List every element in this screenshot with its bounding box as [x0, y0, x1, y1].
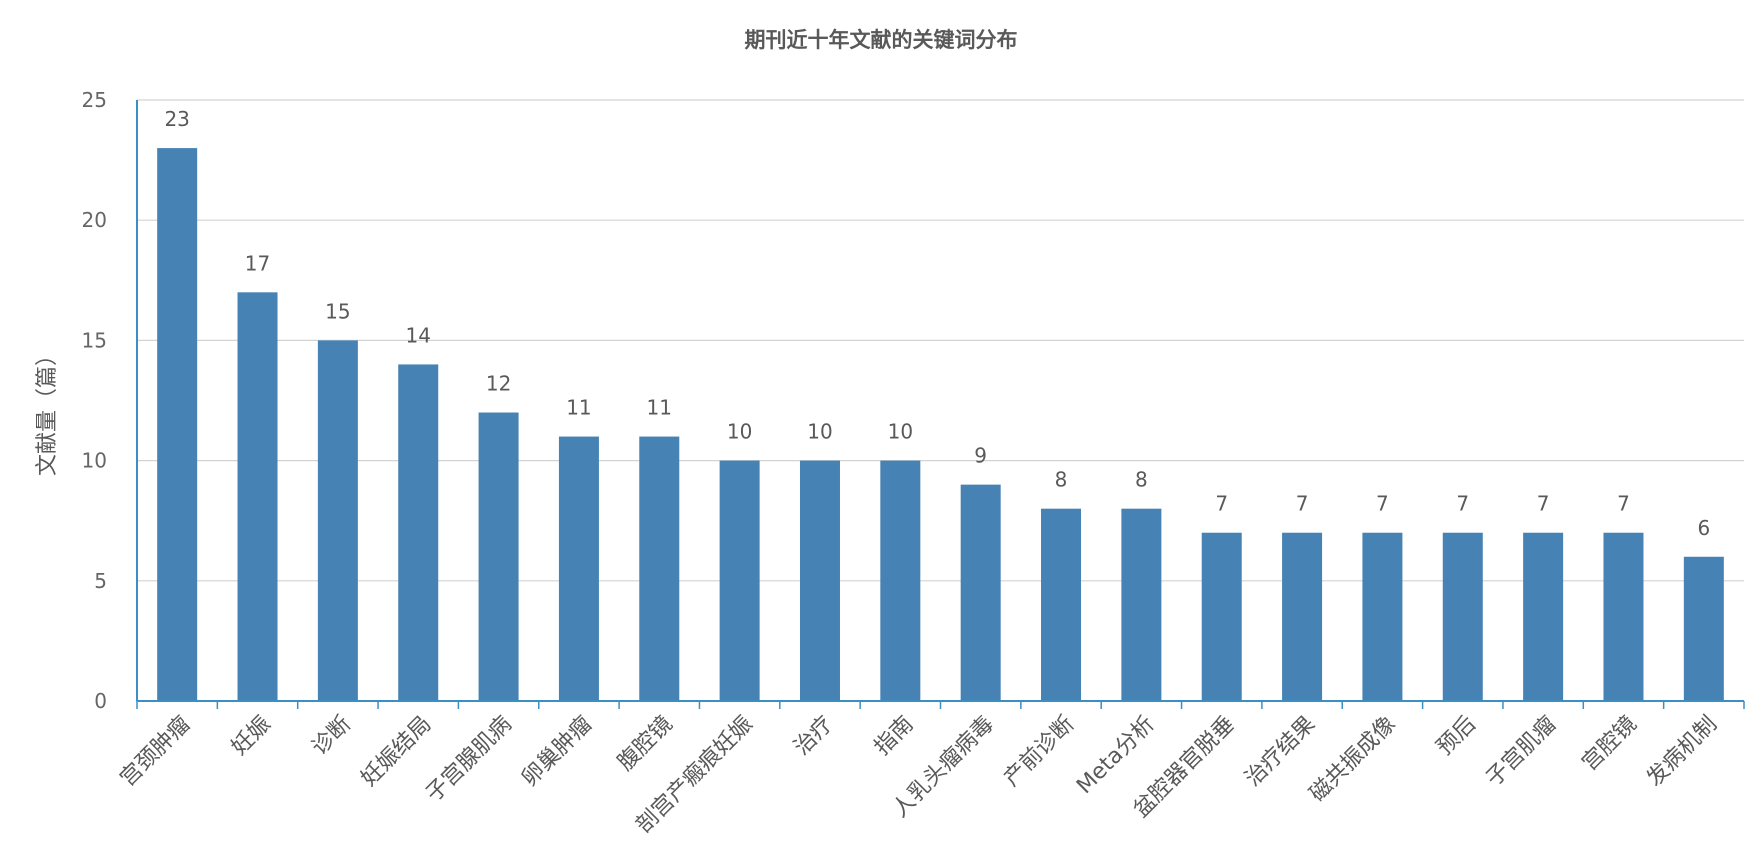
x-tick-label: 产前诊断 [999, 712, 1079, 792]
x-tick-label: 预后 [1432, 712, 1481, 761]
x-tick-label: 诊断 [307, 712, 356, 761]
bar [1121, 508, 1162, 701]
data-label: 15 [325, 299, 350, 323]
x-tick-label: 治疗结果 [1240, 712, 1320, 792]
data-label: 12 [486, 372, 511, 396]
bar [478, 412, 519, 701]
data-label: 6 [1697, 516, 1710, 540]
data-label: 7 [1215, 492, 1228, 516]
bar [1362, 532, 1403, 701]
data-label: 9 [974, 444, 987, 468]
bar [558, 436, 599, 701]
bars [157, 148, 1724, 701]
bar [960, 484, 1001, 701]
data-label: 10 [807, 420, 832, 444]
bar [237, 292, 278, 701]
axes [136, 100, 1745, 709]
y-tick-label: 20 [82, 208, 107, 232]
bar [1523, 532, 1564, 701]
bar [157, 148, 198, 701]
data-label: 14 [405, 323, 430, 347]
data-labels: 23 17 15 14 12 11 11 10 10 10 9 8 8 7 7 7 7 7 7 6 [164, 107, 1710, 540]
data-label: 8 [1055, 468, 1068, 492]
x-tick-label: 卵巢肿瘤 [517, 712, 597, 792]
x-tick-label: Meta分析 [1072, 712, 1159, 799]
y-tick-labels: 0 5 10 15 20 25 [82, 88, 107, 713]
x-tick-label: 子宫肌瘤 [1481, 712, 1561, 792]
x-tick-label: 治疗 [789, 712, 838, 761]
data-label: 10 [727, 420, 752, 444]
x-tick-label: 指南 [870, 712, 919, 761]
data-label: 11 [566, 396, 591, 420]
data-label: 23 [164, 107, 189, 131]
y-tick-label: 0 [94, 689, 107, 713]
data-label: 17 [245, 251, 270, 275]
bar [1603, 532, 1644, 701]
y-axis-label: 文献量（篇） [35, 344, 60, 476]
data-label: 11 [647, 396, 672, 420]
data-label: 7 [1296, 492, 1309, 516]
x-tick-label: 腹腔镜 [613, 712, 677, 776]
x-tick-label: 磁共振成像 [1305, 712, 1400, 807]
x-tick-label: 发病机制 [1642, 712, 1722, 792]
y-tick-label: 5 [94, 569, 107, 593]
gridlines [137, 99, 1744, 582]
chart-title: 期刊近十年文献的关键词分布 [745, 28, 1018, 52]
bar [1041, 508, 1082, 701]
data-label: 10 [888, 420, 913, 444]
bar [1442, 532, 1483, 701]
bar [799, 460, 840, 701]
data-label: 7 [1537, 492, 1550, 516]
bar [880, 460, 921, 701]
data-label: 7 [1376, 492, 1389, 516]
bar [398, 364, 439, 701]
y-tick-label: 25 [82, 88, 107, 112]
y-tick-label: 10 [82, 449, 107, 473]
x-tick-label: 子宫腺肌病 [421, 712, 516, 807]
data-label: 7 [1617, 492, 1630, 516]
bar [1683, 556, 1724, 701]
bar [1201, 532, 1242, 701]
bar [639, 436, 680, 701]
bar [317, 340, 358, 701]
x-tick-label: 妊娠结局 [357, 712, 437, 792]
data-label: 8 [1135, 468, 1148, 492]
bar [1282, 532, 1323, 701]
x-tick-label: 宫颈肿瘤 [116, 712, 196, 792]
data-label: 7 [1456, 492, 1469, 516]
x-tick-label: 妊娠 [227, 712, 276, 761]
y-tick-label: 15 [82, 328, 107, 352]
bar [719, 460, 760, 701]
x-tick-label: 宫腔镜 [1577, 712, 1641, 776]
